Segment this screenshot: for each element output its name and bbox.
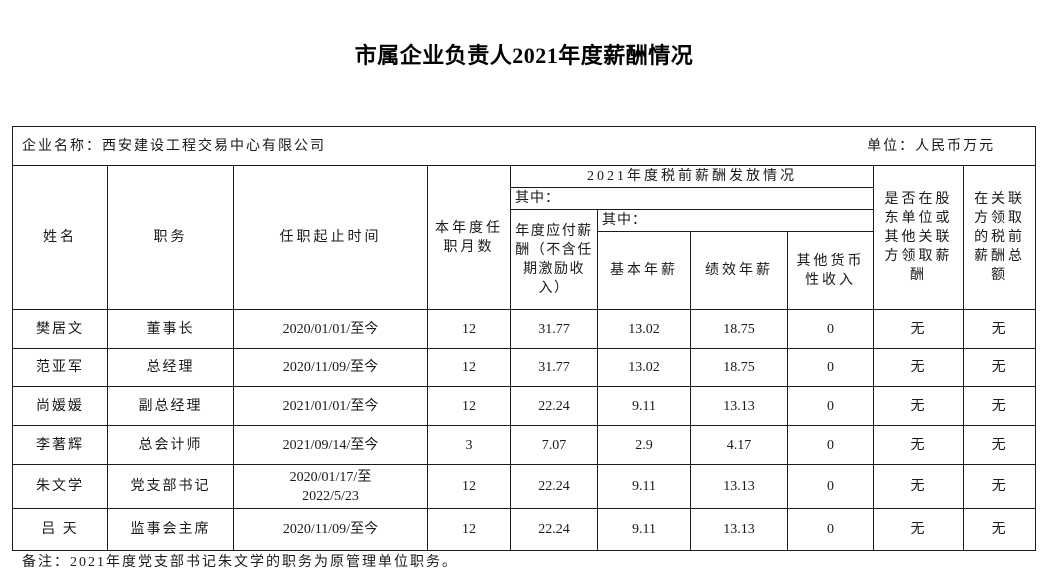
base-salary-cell: 13.02 [597,309,691,349]
tenure-cell: 2020/11/09/至今 [233,508,428,551]
performance-salary-cell: 18.75 [690,309,788,349]
base-salary-cell: 13.02 [597,348,691,387]
performance-salary-cell: 13.13 [690,386,788,426]
name-cell: 尚媛媛 [12,386,108,426]
name-cell: 吕 天 [12,508,108,551]
base-salary-cell: 9.11 [597,464,691,509]
months-cell: 12 [427,348,511,387]
position-cell: 监事会主席 [107,508,234,551]
other-income-cell: 0 [787,309,874,349]
header-row-group: 姓名 职务 任职起止时间 本年度任职月数 2021年度税前薪酬发放情况 是否在股… [12,165,1037,310]
header-row-sub: 基本年薪 绩效年薪 其他货币性收入 [13,231,1036,310]
header-related-party-salary: 是否在股东单位或其他关联方领取薪酬 [873,165,964,310]
performance-salary-cell: 18.75 [690,348,788,387]
table-row: 李著辉 总会计师 2021/09/14/至今 3 7.07 2.9 4.17 0… [12,425,1037,465]
performance-salary-cell: 13.13 [690,464,788,509]
performance-salary-cell: 13.13 [690,508,788,551]
table-row: 吕 天 监事会主席 2020/11/09/至今 12 22.24 9.11 13… [12,508,1037,551]
related-total-cell: 无 [962,508,1037,551]
payable-cell: 31.77 [510,348,598,387]
tenure-cell: 2021/01/01/至今 [233,386,428,426]
footnote: 备注：2021年度党支部书记朱文学的职务为原管理单位职务。 [22,555,458,570]
company-name: 企业名称：西安建设工程交易中心有限公司 [22,137,326,156]
header-months: 本年度任职月数 [427,165,511,310]
base-salary-cell: 2.9 [597,425,691,465]
name-cell: 朱文学 [12,464,108,509]
name-cell: 樊居文 [12,309,108,349]
company-cell: 企业名称：西安建设工程交易中心有限公司 单位：人民币万元 [11,126,1037,166]
related-salary-cell: 无 [873,425,964,465]
payable-cell: 22.24 [510,386,598,426]
header-position: 职务 [107,165,234,310]
payable-cell: 22.24 [510,508,598,551]
payable-cell: 31.77 [510,309,598,349]
header-among-1: 其中： [510,187,874,210]
header-payable: 年度应付薪酬（不含任期激励收入） [510,209,598,310]
related-salary-cell: 无 [873,386,964,426]
tenure-cell: 2020/11/09/至今 [233,348,428,387]
header-tenure: 任职起止时间 [233,165,428,310]
payable-cell: 22.24 [510,464,598,509]
table-row: 范亚军 总经理 2020/11/09/至今 12 31.77 13.02 18.… [12,348,1037,387]
header-salary-group: 2021年度税前薪酬发放情况 [510,165,874,188]
months-cell: 12 [427,464,511,509]
other-income-cell: 0 [787,464,874,509]
header-performance-salary: 绩效年薪 [690,231,788,310]
related-salary-cell: 无 [873,309,964,349]
header-base-salary: 基本年薪 [597,231,691,310]
tenure-cell: 2021/09/14/至今 [233,425,428,465]
payable-cell: 7.07 [510,425,598,465]
unit-label: 单位： [867,138,916,154]
position-cell: 党支部书记 [107,464,234,509]
table-row: 朱文学 党支部书记 2020/01/17/至 2022/5/23 12 22.2… [12,464,1037,509]
related-total-cell: 无 [962,464,1037,509]
other-income-cell: 0 [787,508,874,551]
company-name-label: 企业名称： [22,138,102,154]
header-among-2: 其中： [597,209,874,232]
tenure-cell: 2020/01/01/至今 [233,309,428,349]
months-cell: 3 [427,425,511,465]
related-salary-cell: 无 [873,348,964,387]
months-cell: 12 [427,386,511,426]
position-cell: 副总经理 [107,386,234,426]
related-salary-cell: 无 [873,508,964,551]
related-total-cell: 无 [962,309,1037,349]
other-income-cell: 0 [787,386,874,426]
name-cell: 范亚军 [12,348,108,387]
base-salary-cell: 9.11 [597,386,691,426]
other-income-cell: 0 [787,425,874,465]
performance-salary-cell: 4.17 [690,425,788,465]
company-row: 企业名称：西安建设工程交易中心有限公司 单位：人民币万元 [11,126,1037,166]
header-name: 姓名 [12,165,108,310]
table-row: 樊居文 董事长 2020/01/01/至今 12 31.77 13.02 18.… [12,309,1037,349]
salary-table: 企业名称：西安建设工程交易中心有限公司 单位：人民币万元 姓名 职务 任职起止时… [11,126,1037,551]
position-cell: 总会计师 [107,425,234,465]
base-salary-cell: 9.11 [597,508,691,551]
related-total-cell: 无 [962,348,1037,387]
months-cell: 12 [427,508,511,551]
company-name-value: 西安建设工程交易中心有限公司 [102,138,326,154]
name-cell: 李著辉 [12,425,108,465]
tenure-cell: 2020/01/17/至 2022/5/23 [233,464,428,509]
header-other-monetary: 其他货币性收入 [787,231,874,310]
header-related-party-total: 在关联方领取的税前薪酬总额 [962,165,1037,310]
months-cell: 12 [427,309,511,349]
related-total-cell: 无 [962,425,1037,465]
related-salary-cell: 无 [873,464,964,509]
page-title: 市属企业负责人2021年度薪酬情况 [354,43,694,68]
unit: 单位：人民币万元 [867,137,995,156]
other-income-cell: 0 [787,348,874,387]
table-row: 尚媛媛 副总经理 2021/01/01/至今 12 22.24 9.11 13.… [12,386,1037,426]
unit-value: 人民币万元 [915,138,996,154]
position-cell: 董事长 [107,309,234,349]
position-cell: 总经理 [107,348,234,387]
related-total-cell: 无 [962,386,1037,426]
